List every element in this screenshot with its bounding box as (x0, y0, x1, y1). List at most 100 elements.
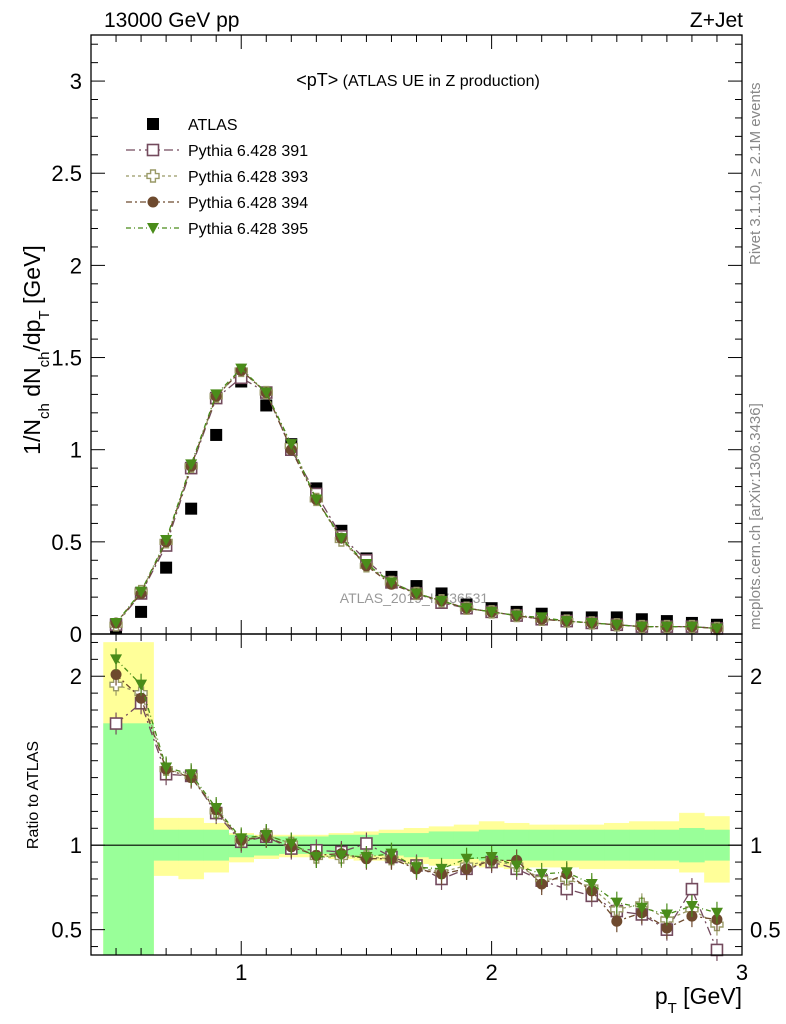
legend-item: Pythia 6.428 395 (126, 221, 308, 238)
uncertainty-bands (103, 642, 730, 956)
ratio-panel: 0.5 0.5 1 1 2 2 1 2 3 (51, 633, 781, 985)
legend-item: Pythia 6.428 393 (126, 169, 308, 186)
pythia395-down-triangle-marker (485, 852, 498, 864)
mcplots-info: mcplots.cern.ch [arXiv:1306.3436] (747, 403, 764, 630)
main-y-tick-label: 2.5 (51, 161, 82, 186)
legend-marker-pythia394 (147, 196, 159, 208)
pythia395-down-triangle-marker (235, 833, 248, 845)
pythia395-down-triangle-marker (685, 901, 698, 913)
pythia395-down-triangle-marker (110, 654, 123, 666)
pythia394-circle-marker (661, 922, 673, 934)
pythia395-down-triangle-marker (635, 902, 648, 914)
pythia395-down-triangle-marker (585, 617, 598, 629)
pythia394-circle-marker (611, 915, 623, 927)
ratio-y-tick-label: 1 (70, 833, 82, 858)
data-square-marker (185, 502, 198, 515)
header-beam-label: 13000 GeV pp (104, 9, 239, 32)
pythia394-circle-marker (110, 669, 122, 681)
pythia395-down-triangle-marker (260, 387, 273, 399)
legend-marker-pythia395 (147, 223, 159, 234)
series-pythia395 (110, 648, 723, 926)
pythia395-down-triangle-marker (335, 533, 348, 545)
ratio-panel-series (109, 648, 724, 961)
pythia394-circle-marker (135, 692, 147, 704)
pythia395-down-triangle-marker (360, 852, 373, 864)
legend-label: Pythia 6.428 395 (188, 221, 308, 238)
pythia395-down-triangle-marker (135, 679, 148, 691)
legend-label: Pythia 6.428 391 (188, 143, 308, 160)
main-y-tick-label: 1.5 (51, 346, 82, 371)
main-panel: 00.511.522.53 ATLAS_2019_I1736531 <pT> (… (51, 34, 743, 647)
ratio-y-tick-label-right: 0.5 (750, 918, 781, 943)
series-pythia394 (110, 663, 723, 939)
pythia395-down-triangle-marker (535, 868, 548, 880)
ratio-y-tick-label-right: 1 (750, 833, 762, 858)
pythia395-down-triangle-marker (610, 619, 623, 631)
pythia395-down-triangle-marker (335, 850, 348, 862)
legend-label: Pythia 6.428 394 (188, 195, 308, 212)
pythia395-down-triangle-marker (560, 616, 573, 628)
legend-marker-pythia391 (146, 143, 160, 157)
main-y-tick-label: 0.5 (51, 530, 82, 555)
pythia395-down-triangle-marker (185, 769, 198, 781)
pythia395-down-triangle-marker (660, 909, 673, 921)
legend-item: Pythia 6.428 394 (126, 195, 308, 212)
ratio-y-tick-label: 2 (70, 664, 82, 689)
pythia395-down-triangle-marker (435, 595, 448, 607)
pythia395-down-triangle-marker (635, 621, 648, 633)
pythia395-down-triangle-marker (435, 863, 448, 875)
ratio-panel-frame (90, 633, 743, 956)
pythia395-down-triangle-marker (410, 588, 423, 600)
ratio-y-axis-title: Ratio to ATLAS (25, 741, 42, 849)
series-pythia393 (109, 673, 724, 936)
legend: ATLAS Pythia 6.428 391 Pythia 6.428 393 Pyt… (126, 117, 308, 238)
plot-title: <pT> (ATLAS UE in Z production) (296, 70, 540, 90)
pythia395-down-triangle-marker (485, 606, 498, 618)
pythia395-down-triangle-marker (510, 610, 523, 622)
main-y-tick-label: 0 (70, 622, 82, 647)
x-tick-label: 2 (485, 960, 497, 985)
pythia395-down-triangle-marker (510, 860, 523, 872)
legend-label: ATLAS (188, 117, 238, 134)
pythia395-down-triangle-marker (710, 907, 723, 919)
legend-item: ATLAS (147, 117, 238, 134)
pythia395-down-triangle-marker (360, 558, 373, 570)
legend-marker-data (147, 118, 159, 130)
x-axis-title: pT [GeV] (655, 983, 742, 1017)
pythia395-down-triangle-marker (135, 586, 148, 598)
main-panel-series (109, 363, 724, 636)
pythia395-down-triangle-marker (585, 879, 598, 891)
stat-uncertainty-band (103, 723, 129, 956)
pythia391-open-square-marker (685, 882, 699, 896)
ratio-y-tick-label-right: 2 (750, 664, 762, 689)
data-square-marker (210, 428, 223, 441)
pythia394-line (115, 674, 718, 929)
pythia395-down-triangle-marker (710, 623, 723, 635)
pythia395-down-triangle-marker (660, 621, 673, 633)
main-y-axis-title: 1/Nch dNch/dpT [GeV] (19, 245, 53, 455)
pythia395-down-triangle-marker (410, 862, 423, 874)
legend-marker-pythia393 (146, 169, 160, 183)
pythia395-down-triangle-marker (535, 612, 548, 624)
pythia395-down-triangle-marker (610, 897, 623, 909)
main-y-tick-label: 3 (70, 69, 82, 94)
pythia395-down-triangle-marker (310, 494, 323, 506)
pythia395-down-triangle-marker (560, 867, 573, 879)
ratio-y-tick-label: 0.5 (51, 918, 82, 943)
ratio-panel-ticks: 0.5 0.5 1 1 2 2 1 2 3 (51, 634, 781, 985)
stat-uncertainty-band (128, 723, 154, 956)
pythia395-down-triangle-marker (110, 617, 123, 629)
pythia391-open-square-marker (109, 717, 123, 730)
pythia395-down-triangle-marker (235, 363, 248, 375)
pythia395-down-triangle-marker (160, 762, 173, 774)
main-panel-ticks: 0 0.5 1 1.5 2 2.5 3 (51, 35, 743, 647)
pythia391-open-square-marker (710, 943, 724, 957)
pythia395-down-triangle-marker (285, 838, 298, 850)
rivet-info: Rivet 3.1.10, ≥ 2.1M events (747, 83, 764, 266)
pythia395-down-triangle-marker (385, 577, 398, 589)
main-y-tick-label: 2 (70, 253, 82, 278)
pythia395-down-triangle-marker (685, 621, 698, 633)
pythia395-down-triangle-marker (260, 830, 273, 842)
data-square-marker (260, 399, 273, 412)
